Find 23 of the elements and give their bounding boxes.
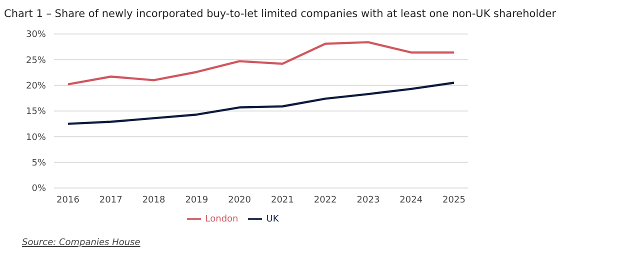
y-tick-label: 20%: [26, 82, 46, 92]
y-tick-label: 0%: [32, 184, 46, 194]
legend-label: UK: [266, 214, 279, 224]
source-note: Source: Companies House: [22, 238, 142, 248]
x-tick-label: 2023: [356, 195, 380, 206]
x-tick-label: 2025: [442, 195, 466, 206]
y-tick-label: 10%: [26, 132, 46, 143]
line-series: [66, 41, 456, 86]
x-tick-label: 2022: [314, 195, 337, 206]
x-tick-label: 2020: [228, 195, 252, 206]
y-tick-label: 5%: [32, 158, 46, 169]
x-tick-label: 2021: [270, 195, 294, 206]
y-tick-label: 15%: [26, 107, 46, 118]
x-tick-label: 2016: [56, 195, 80, 206]
y-tick-label: 25%: [26, 56, 46, 66]
x-tick-label: 2024: [400, 195, 423, 206]
line-series: [66, 82, 456, 125]
x-tick-label: 2017: [99, 195, 122, 206]
chart-title: Chart 1 – Share of newly incorporated buy-to-let limited companies with at least one non-UK shareholder: [4, 8, 558, 20]
y-tick-label: 30%: [26, 30, 46, 40]
x-tick-label: 2018: [142, 195, 166, 206]
x-tick-label: 2019: [185, 195, 208, 206]
legend-label: London: [205, 214, 238, 224]
